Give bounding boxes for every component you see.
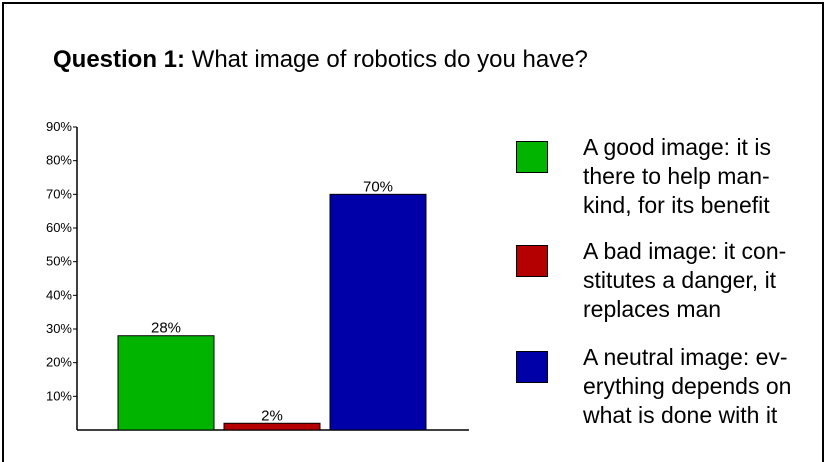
question-label: Question 1: [53,46,186,73]
legend-swatch-bad [516,245,548,277]
data-label: 28% [151,320,181,337]
question-text: What image of robotics do you have? [185,46,588,73]
data-label: 70% [363,178,393,195]
bar-chart: 10% 20% 30% 40% 50% 60% 70% 80% 90% 28% 2% 70% [46,119,469,431]
legend-swatch-neutral [516,351,548,383]
y-tick-label: 90% [46,119,72,134]
y-tick-label: 60% [46,220,72,235]
legend-text-good: A good image: it is there to help man- k… [583,134,771,218]
question-title: Question 1: What image of robotics do yo… [53,46,588,74]
y-tick-label: 80% [46,153,72,168]
bar [223,422,321,431]
legend-text-bad: A bad image: it con- stitutes a danger, … [583,238,787,322]
legend-text-neutral: A neutral image: ev- erything depends on… [583,344,792,428]
legend-swatch-good [516,141,548,173]
bar [117,335,215,431]
y-tick-label: 40% [46,287,72,302]
bar [329,193,427,431]
y-tick-label: 30% [46,321,72,336]
y-tick-label: 50% [46,254,72,269]
y-tick-label: 70% [46,186,72,201]
y-tick-label: 20% [46,355,72,370]
data-label: 2% [261,407,283,424]
y-tick-label: 10% [46,388,72,403]
